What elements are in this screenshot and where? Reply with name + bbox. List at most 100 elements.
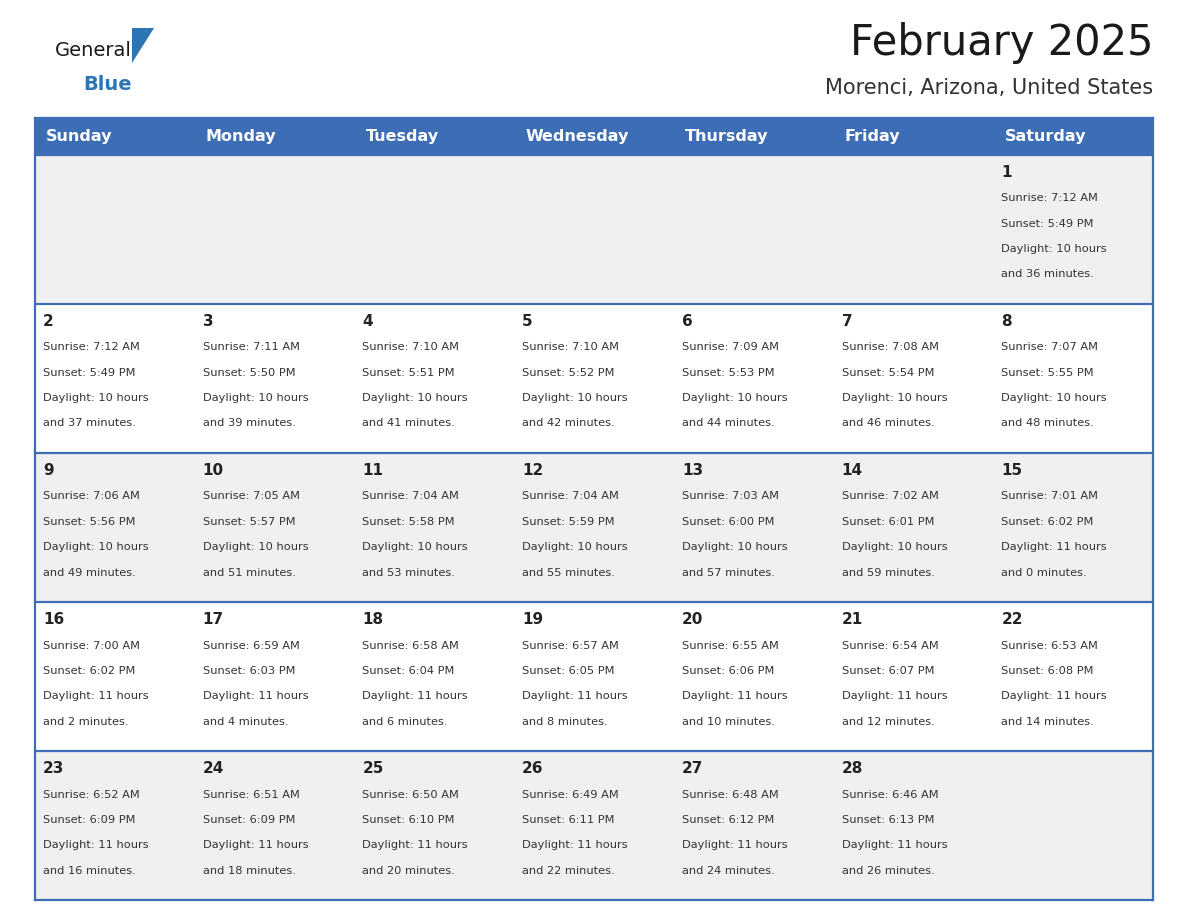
Text: Daylight: 10 hours: Daylight: 10 hours	[1001, 244, 1107, 254]
Text: and 10 minutes.: and 10 minutes.	[682, 717, 775, 727]
Text: and 16 minutes.: and 16 minutes.	[43, 866, 135, 876]
Text: Daylight: 11 hours: Daylight: 11 hours	[1001, 543, 1107, 552]
Text: 4: 4	[362, 314, 373, 329]
Text: 8: 8	[1001, 314, 1012, 329]
Text: Sunrise: 6:50 AM: Sunrise: 6:50 AM	[362, 789, 460, 800]
Text: Daylight: 10 hours: Daylight: 10 hours	[841, 393, 947, 403]
Text: Sunset: 6:07 PM: Sunset: 6:07 PM	[841, 666, 934, 676]
Text: Daylight: 10 hours: Daylight: 10 hours	[203, 393, 309, 403]
Text: 26: 26	[523, 761, 544, 777]
Text: 15: 15	[1001, 464, 1023, 478]
Text: Daylight: 11 hours: Daylight: 11 hours	[203, 691, 309, 701]
Bar	[195, 118, 354, 154]
Text: Daylight: 10 hours: Daylight: 10 hours	[43, 543, 148, 552]
Text: and 24 minutes.: and 24 minutes.	[682, 866, 775, 876]
Text: Daylight: 11 hours: Daylight: 11 hours	[203, 840, 309, 850]
Text: 6: 6	[682, 314, 693, 329]
Text: Sunset: 6:02 PM: Sunset: 6:02 PM	[1001, 517, 1094, 527]
Text: Daylight: 10 hours: Daylight: 10 hours	[682, 393, 788, 403]
Text: Sunrise: 7:03 AM: Sunrise: 7:03 AM	[682, 491, 779, 501]
Text: 21: 21	[841, 612, 862, 627]
Text: Sunrise: 7:09 AM: Sunrise: 7:09 AM	[682, 342, 779, 353]
Text: Sunrise: 6:54 AM: Sunrise: 6:54 AM	[841, 641, 939, 651]
Text: and 51 minutes.: and 51 minutes.	[203, 567, 296, 577]
Text: Sunrise: 7:04 AM: Sunrise: 7:04 AM	[362, 491, 460, 501]
Bar	[514, 304, 674, 453]
Text: and 46 minutes.: and 46 minutes.	[841, 419, 934, 429]
Text: Sunset: 6:03 PM: Sunset: 6:03 PM	[203, 666, 295, 676]
Text: February 2025: February 2025	[849, 22, 1154, 64]
Text: and 57 minutes.: and 57 minutes.	[682, 567, 775, 577]
Text: Sunset: 5:55 PM: Sunset: 5:55 PM	[1001, 368, 1094, 377]
Text: Daylight: 11 hours: Daylight: 11 hours	[43, 691, 148, 701]
Bar	[195, 602, 354, 751]
Bar	[354, 304, 514, 453]
Text: Daylight: 11 hours: Daylight: 11 hours	[523, 840, 627, 850]
Text: Tuesday: Tuesday	[366, 129, 438, 144]
Bar	[834, 751, 993, 900]
Bar	[34, 304, 195, 453]
Bar	[34, 154, 195, 304]
Text: Sunrise: 7:00 AM: Sunrise: 7:00 AM	[43, 641, 140, 651]
Text: 2: 2	[43, 314, 53, 329]
Text: 18: 18	[362, 612, 384, 627]
Text: 22: 22	[1001, 612, 1023, 627]
Bar	[674, 118, 834, 154]
Text: Sunset: 5:57 PM: Sunset: 5:57 PM	[203, 517, 296, 527]
Text: 12: 12	[523, 464, 543, 478]
Text: Daylight: 11 hours: Daylight: 11 hours	[841, 840, 947, 850]
Bar	[674, 602, 834, 751]
Text: Sunrise: 6:46 AM: Sunrise: 6:46 AM	[841, 789, 939, 800]
Bar	[514, 453, 674, 602]
Bar	[195, 751, 354, 900]
Text: 14: 14	[841, 464, 862, 478]
Bar	[34, 453, 195, 602]
Text: Sunrise: 7:07 AM: Sunrise: 7:07 AM	[1001, 342, 1098, 353]
Text: Daylight: 11 hours: Daylight: 11 hours	[362, 840, 468, 850]
Text: and 6 minutes.: and 6 minutes.	[362, 717, 448, 727]
Text: Sunrise: 6:59 AM: Sunrise: 6:59 AM	[203, 641, 299, 651]
Text: and 41 minutes.: and 41 minutes.	[362, 419, 455, 429]
Bar	[354, 118, 514, 154]
Text: Sunrise: 6:53 AM: Sunrise: 6:53 AM	[1001, 641, 1098, 651]
Text: and 12 minutes.: and 12 minutes.	[841, 717, 934, 727]
Text: Sunset: 5:50 PM: Sunset: 5:50 PM	[203, 368, 296, 377]
Text: Friday: Friday	[845, 129, 901, 144]
Text: and 8 minutes.: and 8 minutes.	[523, 717, 608, 727]
Text: 9: 9	[43, 464, 53, 478]
Text: Sunrise: 6:49 AM: Sunrise: 6:49 AM	[523, 789, 619, 800]
Text: Sunset: 5:51 PM: Sunset: 5:51 PM	[362, 368, 455, 377]
Bar	[674, 453, 834, 602]
Text: Sunset: 5:49 PM: Sunset: 5:49 PM	[43, 368, 135, 377]
Text: 11: 11	[362, 464, 384, 478]
Text: Sunrise: 7:11 AM: Sunrise: 7:11 AM	[203, 342, 299, 353]
Text: Sunset: 6:06 PM: Sunset: 6:06 PM	[682, 666, 775, 676]
Text: and 53 minutes.: and 53 minutes.	[362, 567, 455, 577]
Text: Sunset: 6:04 PM: Sunset: 6:04 PM	[362, 666, 455, 676]
Bar	[993, 118, 1154, 154]
Text: Morenci, Arizona, United States: Morenci, Arizona, United States	[824, 78, 1154, 98]
Text: 24: 24	[203, 761, 225, 777]
Text: 20: 20	[682, 612, 703, 627]
Text: Daylight: 11 hours: Daylight: 11 hours	[43, 840, 148, 850]
Text: Daylight: 11 hours: Daylight: 11 hours	[682, 840, 788, 850]
Bar	[34, 602, 195, 751]
Text: 3: 3	[203, 314, 214, 329]
Bar	[514, 118, 674, 154]
Bar	[834, 304, 993, 453]
Text: Sunrise: 7:08 AM: Sunrise: 7:08 AM	[841, 342, 939, 353]
Text: and 18 minutes.: and 18 minutes.	[203, 866, 296, 876]
Text: Thursday: Thursday	[685, 129, 769, 144]
Text: and 2 minutes.: and 2 minutes.	[43, 717, 128, 727]
Text: Sunset: 6:00 PM: Sunset: 6:00 PM	[682, 517, 775, 527]
Text: Sunrise: 7:01 AM: Sunrise: 7:01 AM	[1001, 491, 1098, 501]
Text: 16: 16	[43, 612, 64, 627]
Text: Sunset: 5:49 PM: Sunset: 5:49 PM	[1001, 218, 1094, 229]
Text: Sunset: 6:10 PM: Sunset: 6:10 PM	[362, 815, 455, 825]
Text: Sunset: 5:53 PM: Sunset: 5:53 PM	[682, 368, 775, 377]
Text: 5: 5	[523, 314, 532, 329]
Bar	[514, 751, 674, 900]
Text: Sunrise: 6:55 AM: Sunrise: 6:55 AM	[682, 641, 778, 651]
Text: 25: 25	[362, 761, 384, 777]
Text: Sunrise: 6:57 AM: Sunrise: 6:57 AM	[523, 641, 619, 651]
